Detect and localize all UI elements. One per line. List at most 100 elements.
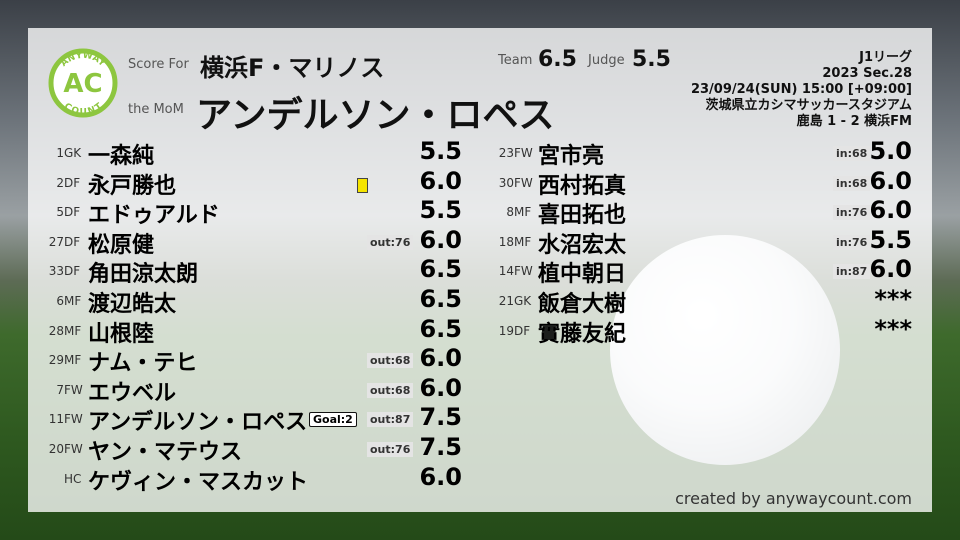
player-number: 33 xyxy=(48,264,64,279)
goal-badge: Goal:2 xyxy=(309,412,357,428)
logo-bottom: COUNT xyxy=(62,101,105,118)
player-name: 植中朝日 xyxy=(538,262,627,288)
player-position: DF xyxy=(64,234,81,249)
player-name: エドゥアルド xyxy=(88,203,220,229)
player-name: 西村拓真 xyxy=(538,173,627,199)
player-position: MF xyxy=(514,205,532,220)
player-number: 14 xyxy=(498,264,514,279)
player-position: GK xyxy=(514,294,532,308)
player-score: 6.0 xyxy=(419,166,462,195)
player-position: GK xyxy=(64,146,82,160)
player-position: FW xyxy=(64,382,83,397)
venue: 茨城県立カシマサッカースタジアム xyxy=(705,98,912,113)
player-score: 5.5 xyxy=(419,196,462,225)
player-position: FW xyxy=(514,175,533,190)
player-score: 6.0 xyxy=(419,373,462,402)
player-score: *** xyxy=(874,285,912,313)
player-score: 6.0 xyxy=(869,196,912,225)
player-number: 8 xyxy=(506,205,514,220)
team-name: 横浜F・マリノス xyxy=(200,54,385,82)
player-number: 6 xyxy=(56,294,64,308)
player-position: FW xyxy=(64,442,83,456)
player-position: DF xyxy=(64,205,81,220)
team-score: 6.5 xyxy=(538,47,577,72)
player-number: 28 xyxy=(48,323,64,338)
player-number: 11 xyxy=(48,412,64,427)
panel xyxy=(28,28,932,512)
card-icon xyxy=(357,177,368,193)
judge-score: 5.5 xyxy=(632,47,671,72)
player-score: 7.5 xyxy=(419,433,462,461)
sub-badge: in:76 xyxy=(833,234,871,250)
player-number: 20 xyxy=(48,442,64,456)
mom-name: アンデルソン・ロペス xyxy=(196,95,555,136)
footer: created by anywaycount.com xyxy=(675,489,912,508)
judge-label: Judge xyxy=(588,53,625,68)
player-number: 18 xyxy=(498,234,514,249)
player-score: 6.5 xyxy=(419,285,462,313)
logo-bottom-text: COUNT xyxy=(62,101,105,118)
league: J1リーグ xyxy=(859,50,912,65)
sub-badge: in:76 xyxy=(833,205,871,221)
player-number: 23 xyxy=(498,146,514,160)
player-name: 一森純 xyxy=(88,144,155,169)
player-name: 山根陸 xyxy=(88,321,155,347)
player-name: 喜田拓也 xyxy=(538,203,627,229)
player-score: 6.5 xyxy=(419,255,462,284)
player-name: アンデルソン・ロペス xyxy=(88,410,308,436)
player-number: 30 xyxy=(498,175,514,190)
player-position: MF xyxy=(514,234,532,249)
sub-badge: out:76 xyxy=(367,442,414,457)
player-number: 1 xyxy=(56,146,64,160)
player-number: 2 xyxy=(56,175,64,190)
result: 鹿島 1 - 2 横浜FM xyxy=(796,114,912,129)
sub-badge: in:68 xyxy=(833,146,871,161)
player-name: 宮市亮 xyxy=(538,144,605,169)
player-number: 27 xyxy=(48,234,64,249)
logo: ANYWAY AC COUNT xyxy=(48,48,118,118)
player-number: 21 xyxy=(498,294,514,308)
player-score: 6.0 xyxy=(419,225,462,254)
player-position: DF xyxy=(64,264,81,279)
player-name: ヤン・マテウス xyxy=(88,440,243,465)
player-score: 5.0 xyxy=(869,137,912,165)
player-number: 29 xyxy=(48,353,64,368)
player-name: 渡辺皓太 xyxy=(88,292,177,317)
player-name: ナム・テヒ xyxy=(88,351,198,377)
player-score: 6.5 xyxy=(419,314,462,343)
player-name: 永戸勝也 xyxy=(88,173,177,199)
player-score: 7.5 xyxy=(419,403,462,432)
player-position: DF xyxy=(514,323,531,338)
player-name: 水沼宏太 xyxy=(538,232,627,258)
player-position: MF xyxy=(64,294,82,308)
player-score: 6.0 xyxy=(419,344,462,373)
player-score: 6.0 xyxy=(869,255,912,284)
round: 2023 Sec.28 xyxy=(822,66,912,81)
sub-badge: in:87 xyxy=(833,264,871,280)
sub-badge: out:68 xyxy=(367,353,414,369)
player-score: 6.0 xyxy=(869,166,912,195)
player-position: DF xyxy=(64,175,81,190)
player-score: *** xyxy=(874,314,912,343)
player-score: 6.0 xyxy=(419,462,462,491)
player-position: FW xyxy=(514,264,533,279)
mom-label: the MoM xyxy=(128,102,184,117)
player-position: MF xyxy=(64,323,82,338)
sub-badge: out:76 xyxy=(367,234,414,250)
player-score: 5.5 xyxy=(419,137,462,165)
player-name: 實藤友紀 xyxy=(538,321,627,347)
logo-ring xyxy=(48,48,118,118)
player-position: MF xyxy=(64,353,82,368)
player-number: 7 xyxy=(56,382,64,397)
sub-badge: in:68 xyxy=(833,175,871,191)
player-position: FW xyxy=(64,412,83,427)
player-name: 松原健 xyxy=(88,232,155,258)
sub-badge: out:87 xyxy=(367,412,414,428)
score-for-label: Score For xyxy=(128,57,189,72)
player-position: FW xyxy=(514,146,533,160)
player-name: エウベル xyxy=(88,380,177,406)
player-position: HC xyxy=(64,471,82,486)
player-number: 5 xyxy=(56,205,64,220)
player-number: 19 xyxy=(498,323,514,338)
